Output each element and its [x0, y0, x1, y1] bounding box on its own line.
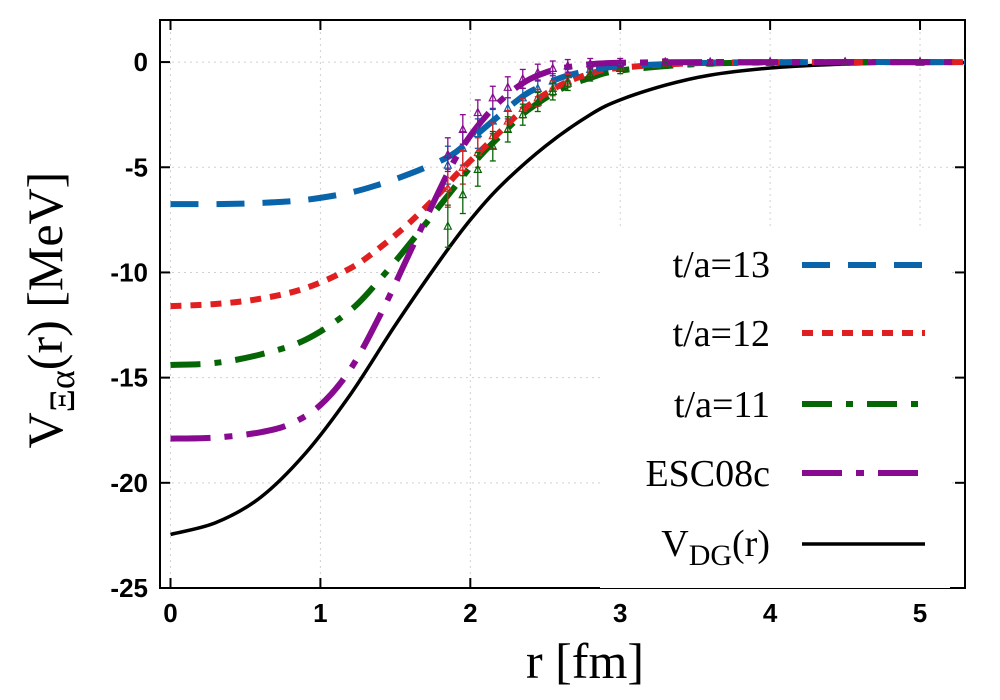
y-axis-label-sub: Ξα [42, 370, 82, 412]
data-point [473, 164, 483, 173]
y-tick-label: -5 [125, 152, 148, 182]
data-point [660, 58, 670, 68]
data-point [518, 109, 528, 119]
data-point [458, 124, 468, 133]
data-point [473, 128, 483, 138]
points-series-3 [443, 56, 925, 173]
legend-label-4-rest: (r) [732, 523, 770, 565]
y-tick-label: -20 [110, 468, 148, 498]
y-axis-label: VΞα(r) [MeV] [17, 172, 82, 449]
legend-label-4-main: V [661, 523, 689, 565]
data-point [503, 124, 513, 133]
data-point [443, 149, 453, 159]
x-tick-label: 0 [163, 598, 177, 628]
data-point [488, 92, 498, 102]
data-point [518, 73, 528, 83]
data-point [443, 182, 453, 192]
data-point [765, 56, 775, 66]
series-lines [170, 59, 966, 537]
data-point [615, 57, 625, 67]
x-axis-label: r [fm] [526, 633, 644, 689]
plot-frame [159, 19, 966, 589]
data-point [585, 58, 595, 68]
legend-label-3: ESC08c [645, 453, 770, 495]
y-tick-label: -15 [110, 363, 148, 393]
data-point [458, 189, 468, 199]
data-point [563, 60, 573, 70]
data-point [563, 77, 573, 87]
legend-label-2: t/a=11 [674, 384, 770, 426]
data-point [488, 140, 498, 150]
data-point [915, 56, 925, 66]
data-point [660, 56, 670, 66]
data-point [533, 96, 543, 106]
legend-label-4: VDG(r) [661, 523, 770, 572]
legend-label-0: t/a=13 [673, 244, 770, 286]
axis-ticks: 0 1 2 3 4 5 0 -5 -10 -15 -20 -25 [110, 20, 965, 628]
data-point [615, 63, 625, 72]
x-tick-label: 1 [313, 598, 327, 628]
y-axis-label-rest: (r) [MeV] [17, 172, 73, 371]
y-tick-label: -25 [110, 573, 148, 603]
points-series-0 [443, 56, 925, 185]
y-tick-label: -10 [110, 257, 148, 287]
data-points [443, 56, 925, 248]
x-tick-label: 4 [763, 598, 778, 628]
series-line-3 [170, 59, 965, 442]
data-point [840, 56, 850, 66]
data-point [458, 161, 468, 171]
y-tick-label: 0 [134, 47, 148, 77]
series-line-1 [170, 59, 965, 310]
legend-swatches [802, 262, 925, 546]
y-axis-label-main: V [17, 412, 73, 448]
data-point [473, 107, 483, 117]
data-point [548, 63, 558, 72]
data-point [503, 81, 513, 91]
legend-background [600, 228, 950, 588]
data-point [705, 56, 715, 66]
x-tick-label: 3 [613, 598, 627, 628]
data-point [585, 69, 595, 79]
data-point [443, 220, 453, 230]
legend: t/a=13 t/a=12 t/a=11 ESC08c VDG(r) [600, 228, 950, 588]
legend-label-1: t/a=12 [673, 313, 770, 355]
x-tick-label: 2 [463, 598, 477, 628]
legend-label-4-sub: DG [689, 539, 732, 572]
data-point [548, 86, 558, 96]
data-point [533, 67, 543, 77]
x-tick-label: 5 [913, 598, 927, 628]
series-line-4 [170, 60, 966, 537]
